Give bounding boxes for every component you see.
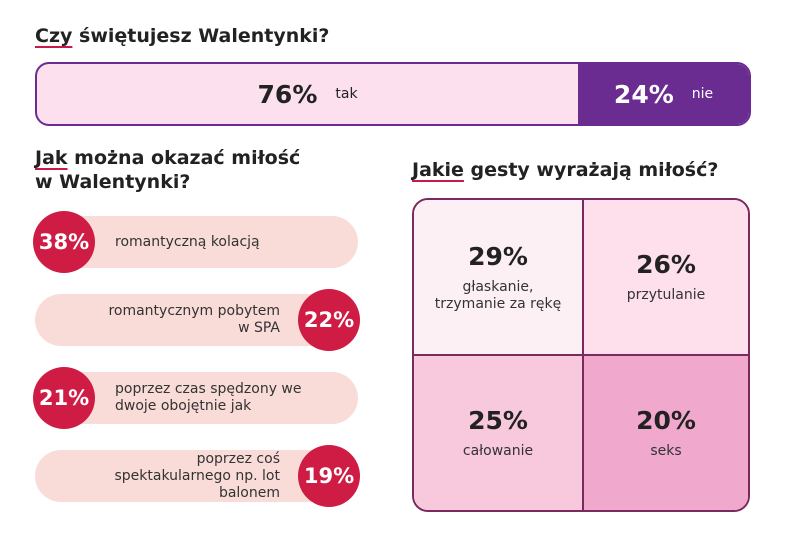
pill-label-text: romantyczną kolacją: [115, 233, 260, 250]
gesture-label: przytulanie: [626, 287, 706, 303]
bar-value: 24%: [613, 79, 674, 109]
pill-label: romantyczną kolacją: [115, 216, 338, 268]
percent-circle: 19%: [298, 445, 360, 507]
title-rest: świętujesz Walentynki?: [72, 25, 330, 47]
title-underlined: Jak: [35, 147, 68, 169]
gesture-value: 26%: [636, 250, 696, 279]
pill-row: 19% poprzez coś spektakularnego np. lot bal…: [35, 445, 360, 507]
pill-label: romantycznym pobytem w SPA: [55, 294, 280, 346]
pill-label-text: poprzez coś spektakularnego np. lot balone…: [114, 450, 281, 501]
gesture-cell: 25% całowanie: [414, 356, 584, 510]
title-rest: można okazać miłość: [67, 147, 301, 169]
title-celebrate: Czy świętujesz Walentynki?: [35, 24, 329, 48]
percent-circle: 22%: [298, 289, 360, 351]
gesture-value: 20%: [636, 406, 696, 435]
gesture-value: 25%: [468, 406, 528, 435]
celebrate-bar: 76% tak 24% nie: [35, 62, 751, 126]
title-underlined: Czy: [35, 25, 73, 47]
pill-row: 38% romantyczną kolacją: [33, 211, 358, 273]
pill-row: 22% romantycznym pobytem w SPA: [35, 289, 360, 351]
title-how-show-love: Jak można okazać miłość w Walentynki?: [35, 146, 300, 194]
pill-label-text: poprzez czas spędzony we dwoje obojętnie …: [115, 381, 302, 414]
gesture-cell: 20% seks: [584, 356, 748, 510]
gesture-cell: 26% przytulanie: [584, 200, 748, 356]
pill-label-text: romantycznym pobytem w SPA: [108, 303, 280, 336]
title-gestures: Jakie gesty wyrażają miłość?: [412, 158, 718, 182]
title-line2: w Walentynki?: [35, 171, 191, 193]
pill-label: poprzez coś spektakularnego np. lot balone…: [55, 450, 281, 502]
gesture-label: głaskanie, trzymanie za rękę: [434, 278, 562, 312]
gestures-grid: 29% głaskanie, trzymanie za rękę 26% przytul…: [412, 198, 750, 512]
pill-row: 21% poprzez czas spędzony we dwoje obojętn…: [33, 367, 358, 429]
bar-value: 76%: [257, 79, 318, 109]
bar-label: tak: [335, 86, 358, 102]
bar-segment-nie: 24% nie: [578, 64, 749, 124]
percent-circle: 38%: [33, 211, 95, 273]
pill-label: poprzez czas spędzony we dwoje obojętnie …: [115, 372, 338, 424]
gesture-label: seks: [650, 443, 682, 459]
bar-label: nie: [691, 86, 714, 102]
bar-segment-tak: 76% tak: [37, 64, 578, 124]
title-underlined: Jakie: [412, 159, 464, 181]
percent-circle: 21%: [33, 367, 95, 429]
title-rest: gesty wyrażają miłość?: [463, 159, 719, 181]
gesture-cell: 29% głaskanie, trzymanie za rękę: [414, 200, 584, 356]
gesture-value: 29%: [468, 241, 528, 271]
gesture-label: całowanie: [462, 443, 534, 459]
